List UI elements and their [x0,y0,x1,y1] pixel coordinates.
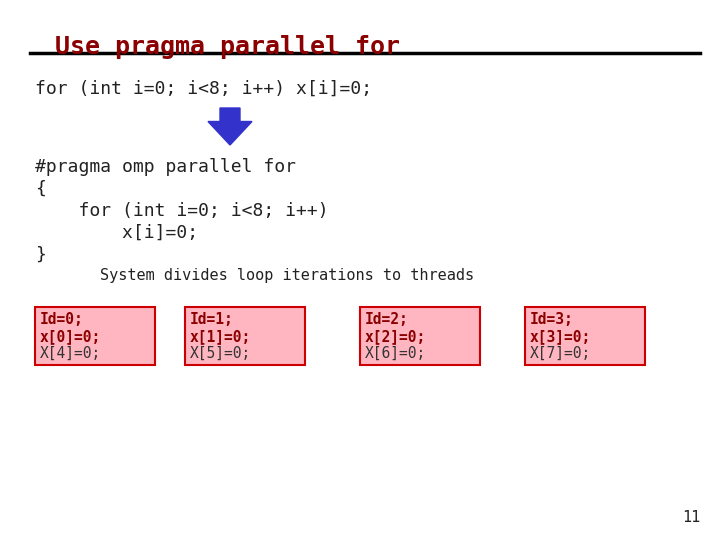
Text: X[4]=0;: X[4]=0; [40,346,102,361]
Text: System divides loop iterations to threads: System divides loop iterations to thread… [100,268,474,283]
FancyBboxPatch shape [525,307,645,365]
Text: X[5]=0;: X[5]=0; [190,346,251,361]
Text: 11: 11 [682,510,700,525]
Text: x[0]=0;: x[0]=0; [40,329,102,344]
Text: for (int i=0; i<8; i++): for (int i=0; i<8; i++) [35,202,328,220]
Text: x[3]=0;: x[3]=0; [530,329,591,344]
Text: x[i]=0;: x[i]=0; [35,224,198,242]
Text: X[6]=0;: X[6]=0; [365,346,426,361]
FancyBboxPatch shape [185,307,305,365]
Text: #pragma omp parallel for: #pragma omp parallel for [35,158,296,176]
Text: Use pragma parallel for: Use pragma parallel for [55,35,400,59]
Text: X[7]=0;: X[7]=0; [530,346,591,361]
Text: x[1]=0;: x[1]=0; [190,329,251,344]
Text: }: } [35,246,46,264]
Text: Id=3;: Id=3; [530,312,574,327]
Polygon shape [208,108,252,145]
FancyBboxPatch shape [360,307,480,365]
Text: Id=0;: Id=0; [40,312,84,327]
Text: x[2]=0;: x[2]=0; [365,329,426,344]
Text: Id=2;: Id=2; [365,312,409,327]
FancyBboxPatch shape [35,307,155,365]
Text: Id=1;: Id=1; [190,312,234,327]
Text: for (int i=0; i<8; i++) x[i]=0;: for (int i=0; i<8; i++) x[i]=0; [35,80,372,98]
Text: {: { [35,180,46,198]
